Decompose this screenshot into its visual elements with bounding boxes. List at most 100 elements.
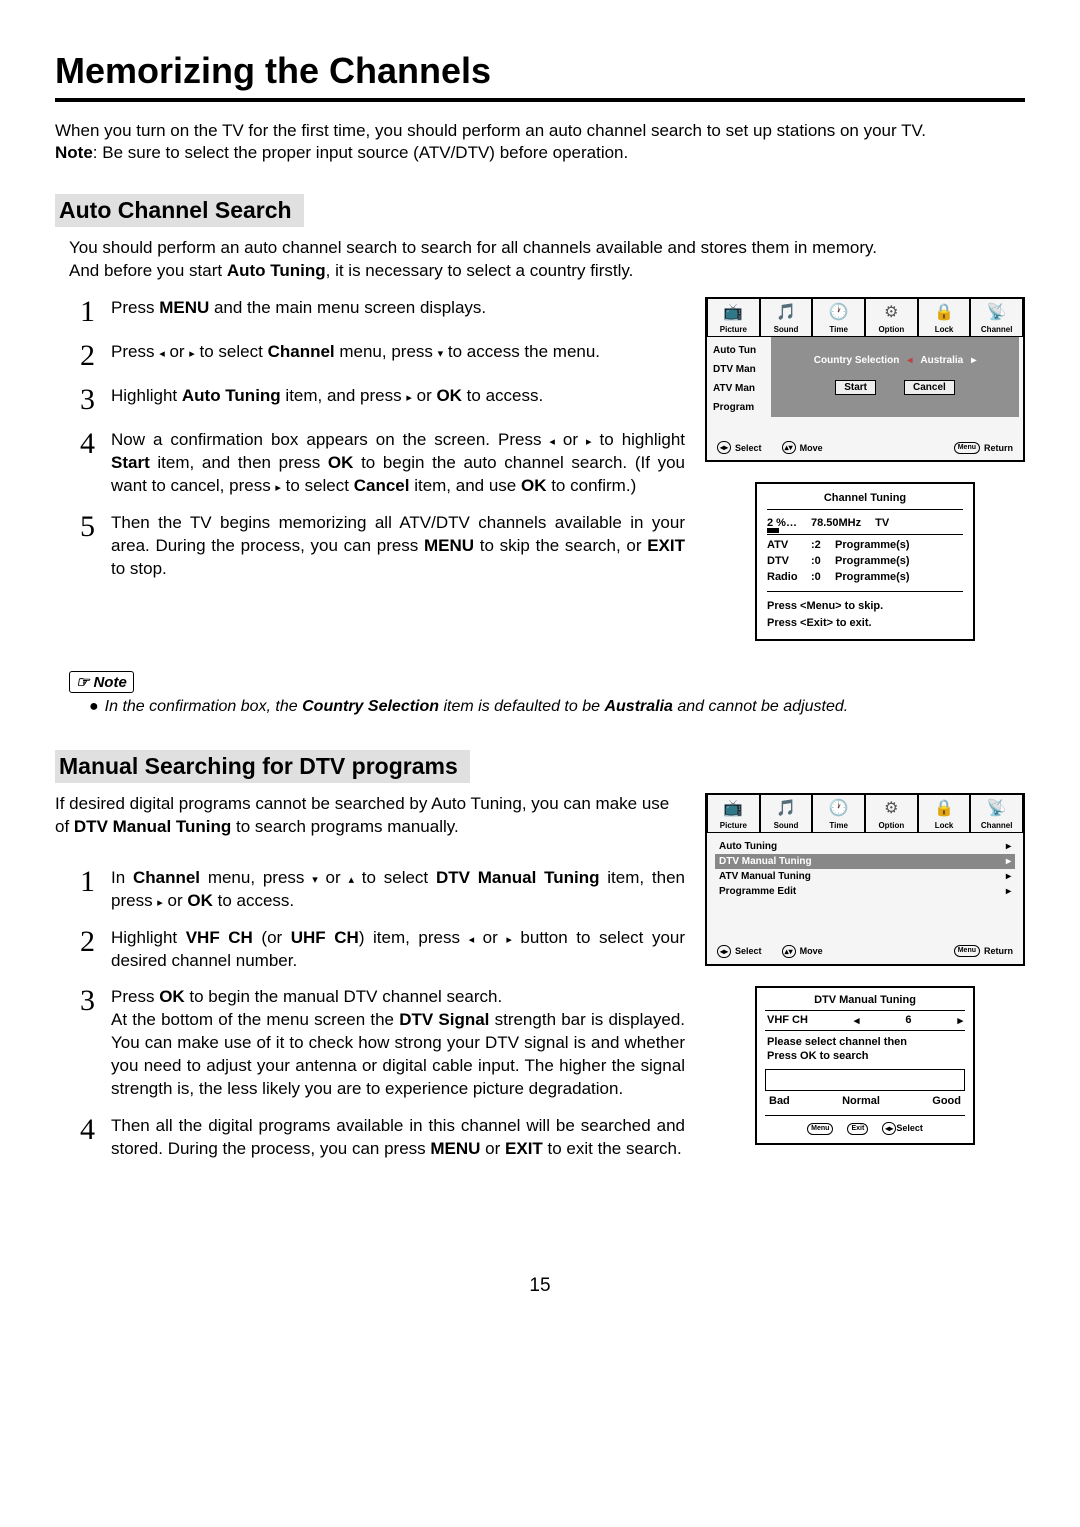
dtvm-title: DTV Manual Tuning [765, 994, 965, 1010]
tuning-pct: 2 %… [767, 517, 797, 529]
osd-menu-item[interactable]: Programme Edit▸ [715, 884, 1015, 899]
step-number: 2 [69, 341, 95, 371]
osd-tab-option[interactable]: ⚙Option [865, 795, 918, 833]
intro-paragraph: When you turn on the TV for the first ti… [55, 120, 1025, 164]
osd-menu-item[interactable]: Auto Tuning▸ [715, 839, 1015, 854]
osd-tab-sound[interactable]: 🎵Sound [760, 795, 813, 833]
osd-tab-lock[interactable]: 🔒Lock [918, 299, 971, 337]
osd-cancel-button[interactable]: Cancel [904, 380, 955, 395]
intro-line1: When you turn on the TV for the first ti… [55, 121, 926, 140]
osd-tab-picture[interactable]: 📺Picture [707, 795, 760, 833]
intro-note-label: Note [55, 143, 93, 162]
step-text: Press ◂ or ▸ to select Channel menu, pre… [111, 341, 685, 371]
cs-label: Country Selection [814, 355, 900, 366]
section2-intro: If desired digital programs cannot be se… [55, 793, 685, 839]
step-text: Then all the digital programs available … [111, 1115, 685, 1161]
channel-icon: 📡 [971, 299, 1022, 325]
osd-tab-picture[interactable]: 📺Picture [707, 299, 760, 337]
osd-menu-item[interactable]: Auto Tun [713, 341, 771, 360]
step-number: 3 [69, 986, 95, 1101]
tuning-tv: TV [875, 517, 889, 529]
section1-intro2-bold: Auto Tuning [227, 261, 326, 280]
osd-tab-time[interactable]: 🕐Time [812, 795, 865, 833]
section1-note: ● In the confirmation box, the Country S… [89, 697, 1025, 718]
step: 3 Highlight Auto Tuning item, and press … [55, 385, 685, 415]
step-text: Highlight Auto Tuning item, and press ▸ … [111, 385, 685, 415]
step-number: 3 [69, 385, 95, 415]
osd-tab-sound[interactable]: 🎵Sound [760, 299, 813, 337]
osd-menu-item[interactable]: Program [713, 398, 771, 417]
page-number: 15 [55, 1275, 1025, 1297]
lock-icon: 🔒 [919, 795, 970, 821]
tuning-row: DTV:0Programme(s) [767, 553, 963, 569]
picture-icon: 📺 [708, 795, 759, 821]
step: 1 In Channel menu, press ▾ or ▴ to selec… [55, 867, 685, 913]
tuning-title: Channel Tuning [767, 492, 963, 510]
step-number: 1 [69, 297, 95, 327]
sound-icon: 🎵 [761, 795, 812, 821]
osd-menu-item[interactable]: ATV Manual Tuning▸ [715, 869, 1015, 884]
step-text: Then the TV begins memorizing all ATV/DT… [111, 512, 685, 581]
dtvm-msg1: Please select channel then [767, 1035, 963, 1049]
osd-start-button[interactable]: Start [835, 380, 876, 395]
section1-intro: You should perform an auto channel searc… [69, 237, 1025, 283]
step: 1 Press MENU and the main menu screen di… [55, 297, 685, 327]
step-number: 1 [69, 867, 95, 913]
osd-tab-time[interactable]: 🕐Time [812, 299, 865, 337]
tuning-row: ATV:2Programme(s) [767, 537, 963, 553]
step: 3 Press OK to begin the manual DTV chann… [55, 986, 685, 1101]
section2-steps: 1 In Channel menu, press ▾ or ▴ to selec… [55, 867, 685, 1161]
lock-icon: 🔒 [919, 299, 970, 325]
osd-tab-channel[interactable]: 📡Channel [970, 795, 1023, 833]
step-text: In Channel menu, press ▾ or ▴ to select … [111, 867, 685, 913]
note-tag: ☞ Note [69, 671, 134, 693]
note-text: In the confirmation box, the Country Sel… [105, 697, 849, 718]
step: 2 Highlight VHF CH (or UHF CH) item, pre… [55, 927, 685, 973]
dtvm-normal: Normal [842, 1095, 880, 1107]
tuning-msg2: Press <Exit> to exit. [767, 615, 963, 632]
step-number: 2 [69, 927, 95, 973]
osd-tab-option[interactable]: ⚙Option [865, 299, 918, 337]
osd-menu-item[interactable]: ATV Man [713, 379, 771, 398]
dtvm-ch-label: VHF CH [767, 1014, 808, 1026]
dtvm-good: Good [932, 1095, 961, 1107]
osd-menu-item[interactable]: DTV Man [713, 360, 771, 379]
step: 4 Then all the digital programs availabl… [55, 1115, 685, 1161]
step: 4 Now a confirmation box appears on the … [55, 429, 685, 498]
step-number: 4 [69, 429, 95, 498]
osd-channel-tuning: Channel Tuning 2 %… 78.50MHz TV ATV:2Pro… [755, 482, 975, 641]
osd-tab-channel[interactable]: 📡Channel [970, 299, 1023, 337]
time-icon: 🕐 [813, 299, 864, 325]
dtvm-signal-box [765, 1069, 965, 1091]
section1-intro2-post: , it is necessary to select a country fi… [326, 261, 634, 280]
osd-footer2: ◂▸Select ▴▾Move MenuReturn [707, 939, 1023, 964]
osd-auto-tuning: 📺Picture🎵Sound🕐Time⚙Option🔒Lock📡Channel … [705, 297, 1025, 462]
step: 2 Press ◂ or ▸ to select Channel menu, p… [55, 341, 685, 371]
step-text: Now a confirmation box appears on the sc… [111, 429, 685, 498]
sound-icon: 🎵 [761, 299, 812, 325]
note-label: Note [93, 674, 126, 691]
tuning-freq: 78.50MHz [811, 517, 861, 529]
osd-dtv-manual: DTV Manual Tuning VHF CH ◂ 6 ▸ Please se… [755, 986, 975, 1146]
step-number: 5 [69, 512, 95, 581]
section1-header: Auto Channel Search [55, 194, 304, 227]
osd-menu-item[interactable]: DTV Manual Tuning▸ [715, 854, 1015, 869]
cs-value: Australia [920, 355, 963, 366]
finger-icon: ☞ [76, 673, 89, 691]
dtvm-bad: Bad [769, 1095, 790, 1107]
tuning-msg1: Press <Menu> to skip. [767, 598, 963, 615]
step-text: Highlight VHF CH (or UHF CH) item, press… [111, 927, 685, 973]
step-text: Press OK to begin the manual DTV channel… [111, 986, 685, 1101]
osd-footer: ◂▸Select ▴▾Move MenuReturn [707, 435, 1023, 460]
step-text: Press MENU and the main menu screen disp… [111, 297, 685, 327]
picture-icon: 📺 [708, 299, 759, 325]
section2-header: Manual Searching for DTV programs [55, 750, 470, 783]
section1-intro2-pre: And before you start [69, 261, 227, 280]
dtvm-msg2: Press OK to search [767, 1049, 963, 1063]
option-icon: ⚙ [866, 795, 917, 821]
note-bullet-icon: ● [89, 697, 99, 718]
tuning-row: Radio:0Programme(s) [767, 569, 963, 585]
step: 5 Then the TV begins memorizing all ATV/… [55, 512, 685, 581]
osd-tab-lock[interactable]: 🔒Lock [918, 795, 971, 833]
dtvm-ch-value: 6 [905, 1014, 911, 1026]
